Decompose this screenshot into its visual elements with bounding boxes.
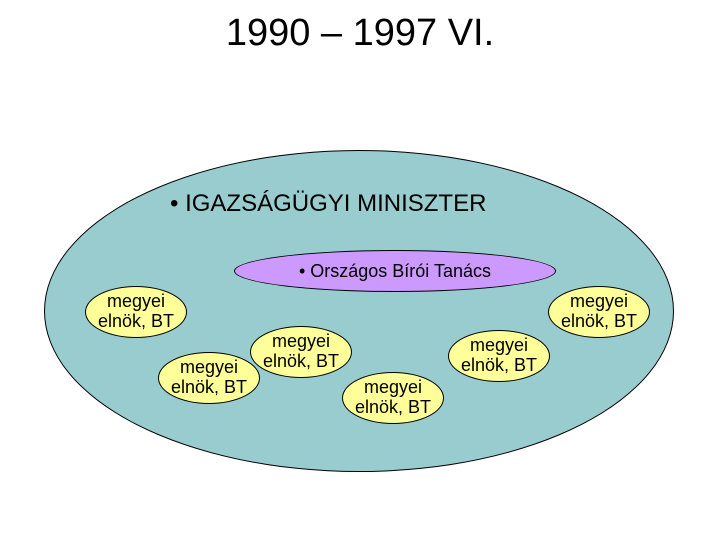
node-label: megyeielnök, BT bbox=[561, 292, 637, 332]
node-label: megyeielnök, BT bbox=[461, 336, 537, 376]
heading-text: • IGAZSÁGÜGYI MINISZTER bbox=[170, 190, 486, 218]
node-4: megyeielnök, BT bbox=[448, 330, 550, 382]
node-1: megyeielnök, BT bbox=[158, 352, 260, 404]
node-5: megyeielnök, BT bbox=[548, 286, 650, 338]
node-label: megyeielnök, BT bbox=[263, 332, 339, 372]
node-2: megyeielnök, BT bbox=[250, 326, 352, 378]
node-label: megyeielnök, BT bbox=[98, 292, 174, 332]
node-0: megyeielnök, BT bbox=[85, 286, 187, 338]
node-label: megyeielnök, BT bbox=[171, 358, 247, 398]
page-title: 1990 – 1997 VI. bbox=[0, 12, 720, 55]
sub-ellipse-label: • Országos Bírói Tanács bbox=[299, 261, 491, 282]
node-3: megyeielnök, BT bbox=[342, 372, 444, 424]
node-label: megyeielnök, BT bbox=[355, 378, 431, 418]
sub-ellipse: • Országos Bírói Tanács bbox=[234, 250, 556, 292]
